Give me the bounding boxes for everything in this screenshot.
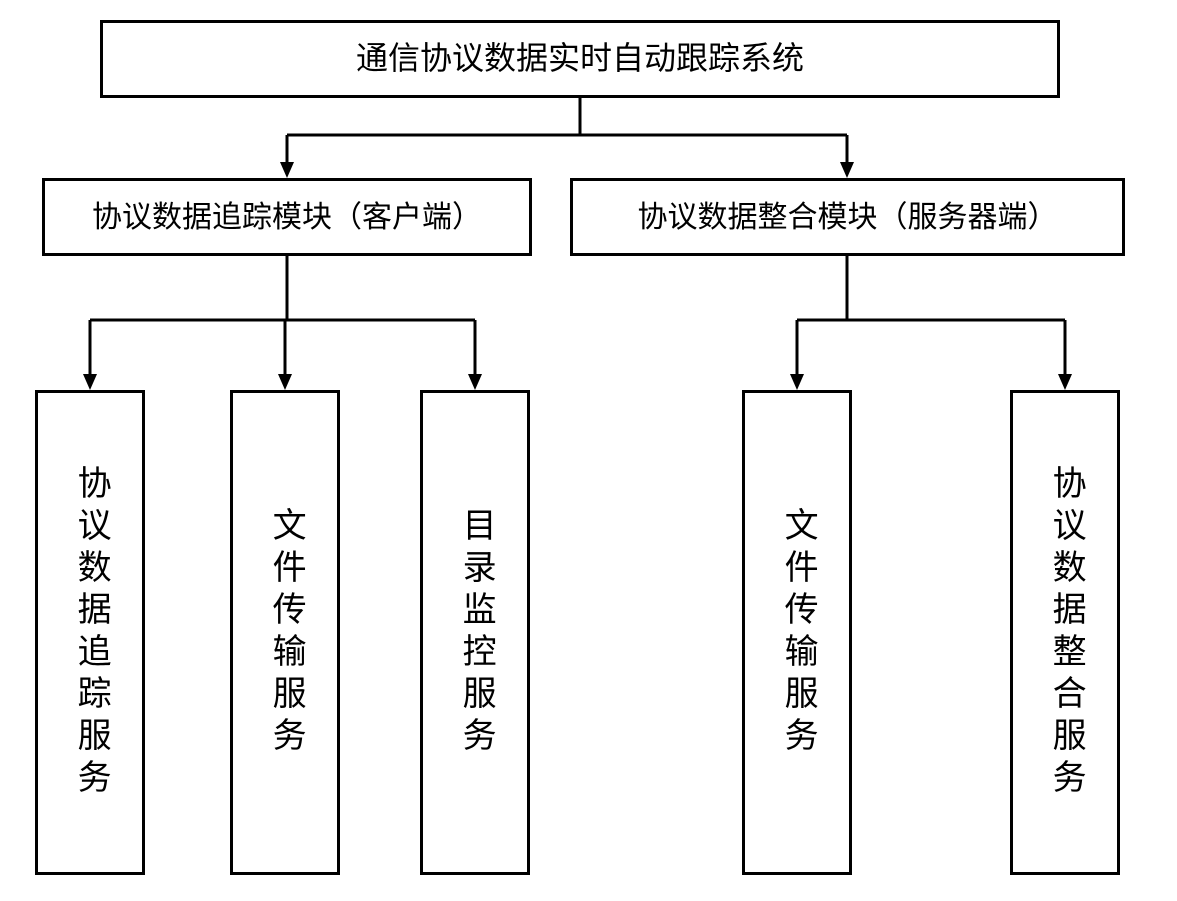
leaf2-label: 文件传输服务 (263, 507, 307, 759)
leaf5-node: 协议数据整合服务 (1010, 390, 1120, 875)
root-node: 通信协议数据实时自动跟踪系统 (100, 20, 1060, 98)
client-label: 协议数据追踪模块（客户端） (92, 198, 482, 237)
leaf4-label: 文件传输服务 (775, 507, 819, 759)
server-node: 协议数据整合模块（服务器端） (570, 178, 1125, 256)
client-node: 协议数据追踪模块（客户端） (42, 178, 532, 256)
leaf4-node: 文件传输服务 (742, 390, 852, 875)
leaf5-label: 协议数据整合服务 (1043, 465, 1087, 801)
root-label: 通信协议数据实时自动跟踪系统 (356, 38, 804, 80)
leaf3-node: 目录监控服务 (420, 390, 530, 875)
leaf2-node: 文件传输服务 (230, 390, 340, 875)
connectors-svg (0, 0, 1177, 901)
leaf1-node: 协议数据追踪服务 (35, 390, 145, 875)
leaf3-label: 目录监控服务 (453, 507, 497, 759)
leaf1-label: 协议数据追踪服务 (68, 465, 112, 801)
server-label: 协议数据整合模块（服务器端） (638, 198, 1058, 237)
